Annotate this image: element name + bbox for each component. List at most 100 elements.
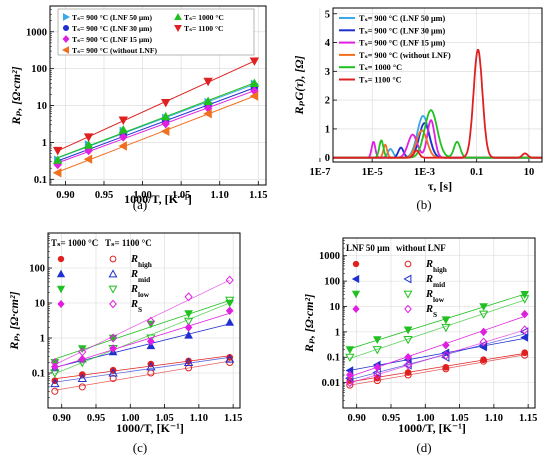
- y-tick-label: 10: [330, 302, 341, 313]
- plot-frame: [332, 7, 543, 163]
- x-tick-label: 1.10: [211, 190, 229, 201]
- legend-marker: [62, 13, 71, 21]
- data-point: [78, 383, 86, 391]
- fit-line: [349, 299, 525, 359]
- x-tick-label: 1.05: [172, 190, 190, 201]
- data-point: [52, 155, 63, 164]
- data-point: [52, 168, 62, 178]
- data-point: [441, 350, 450, 360]
- data-point: [184, 330, 193, 339]
- legend-label: Tₛ= 1000 °C: [359, 63, 402, 72]
- data-point: [480, 357, 488, 365]
- data-point: [183, 357, 194, 366]
- x-tick-label: 1.10: [485, 413, 503, 424]
- legend-marker-filled: [352, 304, 360, 314]
- plot-area: [333, 8, 542, 162]
- legend-marker-filled: [351, 290, 361, 299]
- data-point: [118, 124, 129, 134]
- x-tick-label: 1.00: [133, 190, 151, 201]
- data-point: [184, 292, 193, 302]
- legend-header: Tₛ= 1100 °C: [105, 238, 152, 248]
- legend-label: Tₛ= 900 °C (LNF 50 μm): [359, 14, 446, 23]
- data-point: [478, 310, 489, 319]
- data-point: [119, 132, 128, 142]
- y-axis-label: Rₚ, [Ω·cm²]: [9, 66, 23, 125]
- y-tick-label: 0.1: [327, 353, 340, 364]
- legend-marker-filled: [57, 299, 65, 309]
- data-point: [479, 327, 488, 337]
- legend-header: LNF 50 μm: [346, 243, 390, 253]
- data-point: [52, 146, 63, 156]
- x-axis-label: τ, [s]: [428, 179, 452, 193]
- data-point: [118, 141, 127, 151]
- data-point: [108, 368, 118, 377]
- legend-label: Tₛ= 900 °C (LNF 50 μm): [72, 13, 152, 22]
- legend-marker-open: [109, 299, 117, 309]
- y-tick-label: 100: [31, 64, 47, 75]
- legend-marker-open: [403, 274, 412, 284]
- fit-line: [54, 360, 230, 391]
- y-axis-label: Rₚ, [Ω·cm²]: [302, 294, 316, 353]
- data-point: [441, 316, 451, 325]
- legend-marker-filled: [56, 285, 66, 294]
- y-tick-label: 1000: [26, 27, 47, 38]
- legend-label: Rhigh: [425, 259, 447, 274]
- data-point: [225, 317, 235, 326]
- y-tick-label: 0.1: [32, 369, 45, 380]
- data-point: [77, 345, 87, 353]
- data-point: [183, 317, 194, 327]
- panel-c: 0.90 0.95 1.00 1.05 1.10 1.15 0.1 1 10 100 1000/T,…: [7, 232, 242, 455]
- y-tick-label: 0: [325, 153, 330, 164]
- x-axis-label: 1000/T, [K⁻¹]: [116, 421, 184, 435]
- data-point: [118, 116, 129, 126]
- data-point: [249, 78, 260, 87]
- data-point: [345, 353, 355, 363]
- y-tick-label: 1: [325, 124, 330, 135]
- y-tick-label: 1: [40, 334, 45, 345]
- data-point: [346, 381, 354, 389]
- data-point: [160, 111, 171, 121]
- data-point: [442, 365, 450, 373]
- data-point: [249, 91, 259, 101]
- data-point: [249, 57, 260, 66]
- plot-frame: [49, 5, 267, 186]
- x-tick-label: 1.00: [416, 413, 434, 424]
- data-point: [520, 325, 529, 335]
- legend-header: without LNF: [396, 243, 446, 253]
- legend-marker-open: [108, 269, 118, 278]
- data-point: [225, 275, 234, 285]
- y-tick-label: 10: [35, 299, 46, 310]
- y-axis-label: RₚG(τ), [Ω]: [292, 56, 306, 116]
- legend-label: Rhigh: [130, 254, 152, 269]
- data-point: [77, 373, 87, 382]
- data-point: [51, 387, 59, 395]
- panel-d: 0.90 0.95 1.00 1.05 1.10 1.15 0.01 0.1 1 10 100 100…: [302, 237, 537, 455]
- y-tick-label: 1: [42, 138, 47, 149]
- panel-label: (b): [416, 197, 431, 212]
- data-point: [404, 369, 412, 376]
- x-tick-label: 1.00: [121, 413, 139, 424]
- y-tick-label: 0.1: [34, 175, 47, 186]
- x-tick-label: 0.1: [470, 167, 483, 178]
- data-point: [50, 357, 59, 368]
- data-point: [184, 323, 193, 332]
- legend-marker: [62, 24, 70, 32]
- legend-marker-filled: [351, 274, 360, 284]
- legend-label: Tₛ= 900 °C (LNF 15 μm): [72, 35, 152, 44]
- y-tick-label: 3: [325, 67, 330, 78]
- data-point: [372, 346, 382, 355]
- legend: Tₛ= 900 °C (LNF 50 μm) Tₛ= 900 °C (LNF 30…: [339, 14, 451, 85]
- data-point: [403, 326, 413, 335]
- legend-marker: [174, 12, 182, 21]
- legend-header: Tₛ= 1000 °C: [51, 238, 98, 248]
- x-axis-label: 1000/T, [K⁻¹]: [124, 192, 192, 206]
- legend-marker-open: [108, 285, 118, 294]
- legend-label: Rmid: [130, 269, 150, 284]
- data-point: [83, 133, 94, 142]
- y-tick-label: 100: [29, 264, 45, 275]
- data-point: [225, 296, 235, 306]
- data-point: [345, 378, 354, 388]
- panel-label: (a): [133, 197, 147, 212]
